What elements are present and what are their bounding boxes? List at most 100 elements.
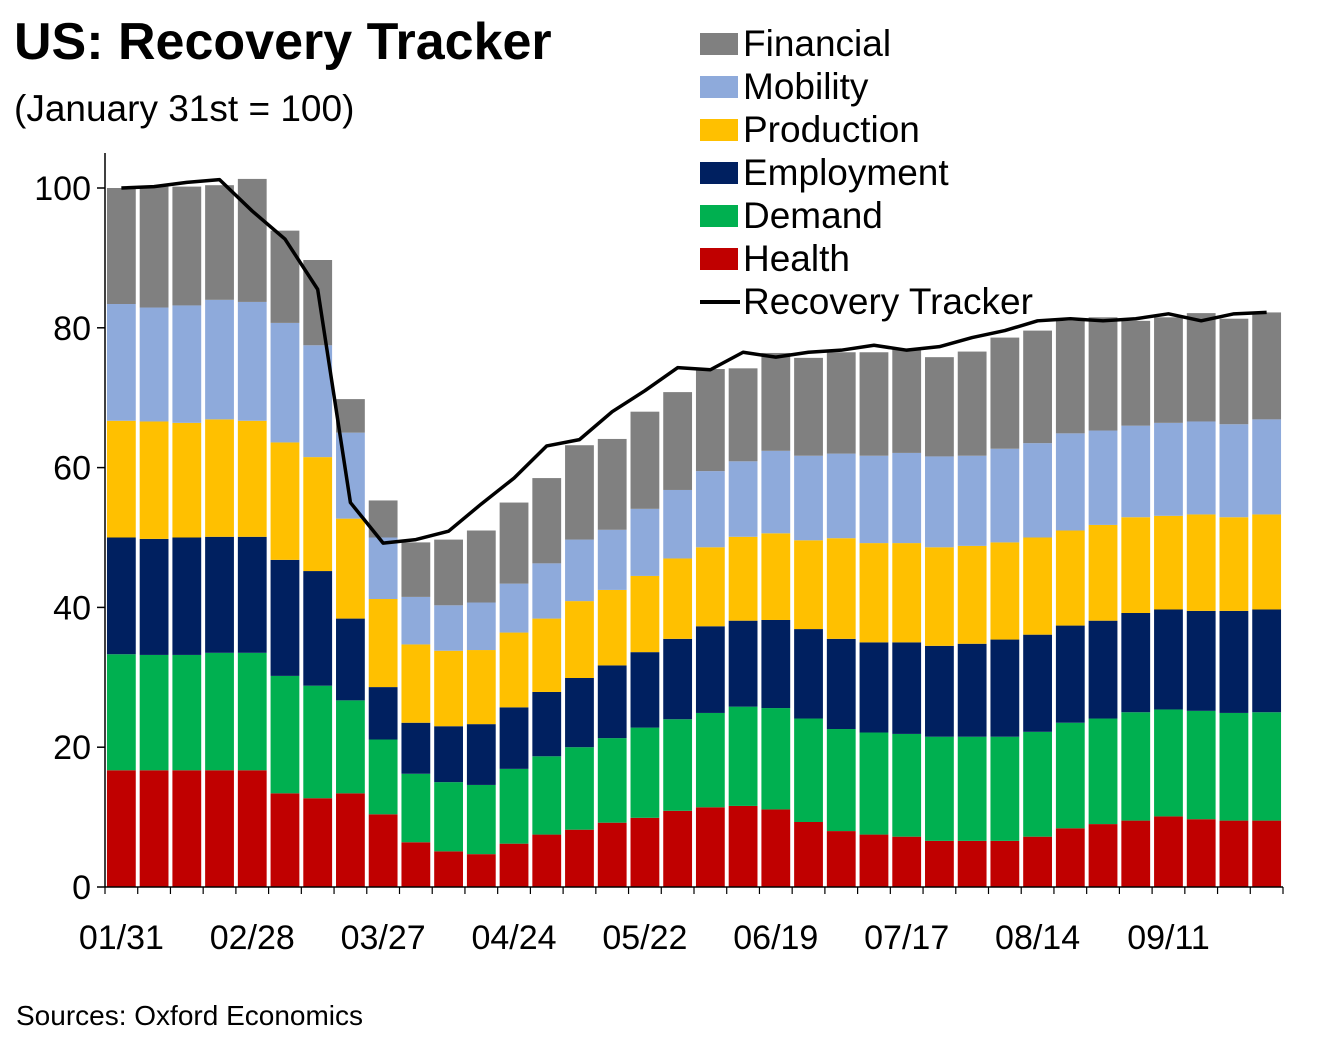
bar-mobility-04-24 <box>499 583 529 633</box>
bar-health-09-04 <box>1121 820 1151 887</box>
legend-item-employment: Employment <box>700 151 1033 194</box>
legend-label-demand: Demand <box>743 194 883 236</box>
bar-demand-06-19 <box>761 708 791 810</box>
x-tick-label-02-28: 02/28 <box>210 919 295 957</box>
bar-health-03-06 <box>270 793 300 887</box>
bar-health-05-08 <box>565 829 594 887</box>
bar-production-09-25 <box>1219 517 1249 611</box>
bar-employment-09-11 <box>1154 609 1183 710</box>
bar-employment-05-15 <box>597 665 627 739</box>
bar-financial-06-12 <box>728 368 758 462</box>
bar-employment-03-20 <box>336 618 365 701</box>
bar-health-05-01 <box>532 834 562 887</box>
bar-health-09-11 <box>1154 816 1183 887</box>
bar-financial-06-26 <box>794 357 823 456</box>
bar-health-06-19 <box>761 809 791 887</box>
bar-health-04-24 <box>499 843 529 887</box>
bar-employment-03-13 <box>303 571 333 686</box>
bar-production-06-05 <box>695 547 725 627</box>
bar-health-10-02 <box>1252 820 1282 887</box>
y-tick-label-100: 100 <box>34 170 91 208</box>
bar-employment-02-28 <box>237 536 267 653</box>
legend-swatch-employment <box>700 161 738 184</box>
bar-mobility-07-17 <box>892 452 922 544</box>
bar-demand-02-07 <box>139 654 169 771</box>
bar-financial-06-05 <box>695 369 725 472</box>
bar-production-08-21 <box>1055 530 1085 626</box>
bar-health-09-25 <box>1219 820 1249 887</box>
bar-financial-07-03 <box>826 352 856 454</box>
bar-production-05-01 <box>532 618 562 692</box>
bar-demand-07-03 <box>826 729 856 832</box>
bar-mobility-05-29 <box>663 489 693 559</box>
bar-financial-05-29 <box>663 392 693 490</box>
bar-production-07-10 <box>859 543 889 643</box>
bar-employment-05-01 <box>532 691 562 757</box>
bar-production-06-12 <box>728 536 758 621</box>
bar-health-06-05 <box>695 807 725 887</box>
bar-financial-08-21 <box>1055 320 1085 434</box>
bar-demand-06-26 <box>794 718 823 822</box>
bar-employment-09-25 <box>1219 610 1249 713</box>
bar-health-06-12 <box>728 805 758 887</box>
line-layer <box>121 177 1267 545</box>
bar-health-08-28 <box>1088 824 1118 887</box>
bar-demand-10-02 <box>1252 712 1282 821</box>
bar-demand-07-10 <box>859 732 889 835</box>
bar-employment-04-10 <box>434 726 463 783</box>
bar-mobility-09-11 <box>1154 422 1183 516</box>
bar-mobility-09-18 <box>1186 421 1216 515</box>
bar-production-08-28 <box>1088 524 1118 621</box>
bar-financial-10-02 <box>1252 312 1282 420</box>
bar-demand-03-13 <box>303 685 333 799</box>
legend-item-demand: Demand <box>700 194 1033 237</box>
bar-mobility-02-07 <box>139 307 169 422</box>
bar-health-03-20 <box>336 793 365 887</box>
bar-financial-08-14 <box>1023 330 1052 444</box>
bar-production-10-02 <box>1252 514 1282 610</box>
chart-subtitle: (January 31st = 100) <box>14 88 355 129</box>
bar-mobility-02-21 <box>205 299 234 420</box>
bar-production-04-17 <box>466 650 496 725</box>
bar-production-02-28 <box>237 420 267 537</box>
x-tick-label-06-19: 06/19 <box>733 919 818 957</box>
bar-employment-08-21 <box>1055 625 1085 723</box>
bar-financial-02-28 <box>237 178 267 302</box>
bar-mobility-01-31 <box>106 304 136 421</box>
bar-demand-09-25 <box>1219 712 1249 821</box>
bar-mobility-09-25 <box>1219 424 1249 518</box>
bar-demand-06-12 <box>728 706 758 806</box>
bar-mobility-10-02 <box>1252 419 1282 515</box>
legend: Financial Mobility Production Employment Dem… <box>700 22 1033 323</box>
bar-financial-08-28 <box>1088 317 1118 431</box>
bar-demand-04-24 <box>499 768 529 844</box>
bar-financial-05-15 <box>597 438 627 530</box>
bar-mobility-06-05 <box>695 471 725 548</box>
bar-health-04-03 <box>401 842 431 887</box>
chart-title: US: Recovery Tracker <box>14 13 552 71</box>
bar-demand-02-21 <box>205 652 234 771</box>
x-tick-label-09-11: 09/11 <box>1127 919 1210 957</box>
bar-production-05-15 <box>597 589 627 666</box>
bar-employment-07-17 <box>892 642 922 734</box>
bar-production-08-14 <box>1023 537 1052 635</box>
bar-employment-02-21 <box>205 536 234 653</box>
bar-health-05-22 <box>630 817 660 887</box>
bar-financial-09-04 <box>1121 320 1151 426</box>
bar-production-02-21 <box>205 419 234 537</box>
legend-swatch-financial <box>700 32 738 55</box>
legend-item-recovery-tracker: Recovery Tracker <box>700 280 1033 323</box>
bar-financial-07-24 <box>925 357 954 457</box>
bar-employment-10-02 <box>1252 609 1282 713</box>
bar-demand-05-22 <box>630 727 660 818</box>
bar-mobility-05-15 <box>597 529 627 590</box>
bar-mobility-04-10 <box>434 605 463 651</box>
legend-item-health: Health <box>700 237 1033 280</box>
legend-label-production: Production <box>743 108 920 150</box>
bar-health-08-07 <box>990 840 1020 887</box>
bar-financial-07-31 <box>957 351 987 456</box>
bar-mobility-08-28 <box>1088 430 1118 525</box>
bar-mobility-07-10 <box>859 455 889 544</box>
bar-employment-09-18 <box>1186 610 1216 711</box>
